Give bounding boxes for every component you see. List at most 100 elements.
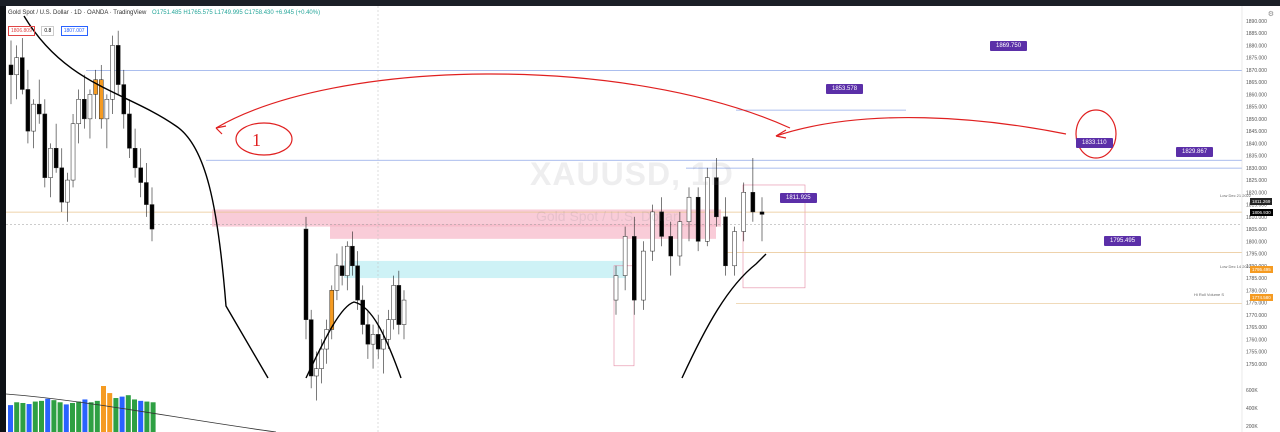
- volume-note: Hi Roll Volume S: [1194, 292, 1225, 297]
- price-tick-label: 1765.000: [1246, 325, 1267, 331]
- price-tick-label: 1805.000: [1246, 227, 1267, 233]
- candle: [36, 103, 42, 115]
- candle: [115, 45, 121, 85]
- volume-bar: [150, 402, 156, 432]
- volume-bar: [20, 402, 26, 432]
- price-tick-label: 1770.000: [1246, 313, 1267, 319]
- settings-icon[interactable]: ⚙: [1267, 11, 1274, 18]
- volume-bar: [107, 393, 113, 432]
- volume-bar: [57, 402, 63, 432]
- annotation-arrowhead: [775, 129, 787, 139]
- candle: [87, 94, 93, 120]
- buy-price-box[interactable]: 1807.007: [60, 26, 88, 36]
- price-tick-label: 1780.000: [1246, 288, 1267, 294]
- volume-tick-label: 400K: [1246, 406, 1258, 412]
- annotation-circle-1: [235, 122, 293, 156]
- candle: [381, 339, 386, 350]
- moving-average-line: [23, 15, 269, 379]
- candle: [339, 265, 345, 276]
- moving-average-line: [305, 301, 402, 379]
- candle: [93, 79, 98, 95]
- price-tick-label: 1755.000: [1246, 350, 1267, 356]
- buy-sell-boxes[interactable]: 1806.809 0.8 1807.007: [8, 19, 90, 37]
- candle: [98, 79, 104, 120]
- price-tick-label: 1795.000: [1246, 252, 1267, 258]
- candle: [48, 147, 53, 178]
- annotation-arrowhead: [215, 125, 227, 135]
- price-chart[interactable]: 1 1750.000 1755.000 1760.000 1765.000 1770.0…: [6, 6, 1280, 432]
- candle: [42, 113, 48, 178]
- volume-tick-label: 200K: [1246, 424, 1258, 430]
- volume-bar: [88, 402, 94, 432]
- axis-tag-crosshair: 1806.930: [1250, 209, 1273, 216]
- candle: [723, 216, 728, 267]
- candle: [686, 196, 692, 222]
- candle: [25, 89, 31, 132]
- candle: [401, 299, 407, 325]
- candle: [314, 368, 319, 377]
- price-tick-label: 1850.000: [1246, 117, 1267, 123]
- candle: [732, 231, 737, 267]
- candle: [759, 211, 765, 215]
- candle: [70, 123, 76, 181]
- candle: [149, 204, 155, 230]
- candle: [750, 192, 756, 213]
- volume-bar: [26, 404, 32, 432]
- zone-demand: [344, 260, 626, 279]
- price-tick-label: 1830.000: [1246, 166, 1267, 172]
- candle: [138, 167, 143, 183]
- candle: [386, 319, 391, 340]
- zone-supply: [330, 224, 716, 239]
- candle: [132, 147, 138, 169]
- low-dec21-note: Low Dec 21 2022: [1220, 193, 1252, 198]
- candle: [396, 285, 402, 325]
- candle: [641, 250, 646, 301]
- axis-tag-1795: 1795.495: [1250, 266, 1273, 273]
- candle: [82, 99, 87, 120]
- candle: [613, 275, 619, 301]
- annotation-arc: [215, 73, 791, 129]
- price-tick-label: 1890.000: [1246, 19, 1267, 25]
- volume-bar: [132, 399, 137, 432]
- low-dec14-note: Low Dec 14 2022: [1220, 264, 1252, 269]
- price-tick-label: 1845.000: [1246, 129, 1267, 135]
- price-tick-label: 1820.000: [1246, 190, 1267, 196]
- level-label-1869: 1869.750: [990, 41, 1028, 51]
- price-tick-label: 1815.000: [1246, 203, 1267, 209]
- price-tick-label: 1800.000: [1246, 239, 1267, 245]
- volume-bar: [144, 401, 150, 432]
- watermark-description: Gold Spot / U.S. Dollar: [536, 208, 678, 224]
- volume-bar: [101, 386, 106, 432]
- zone-supply: [212, 209, 721, 227]
- candle: [705, 177, 710, 242]
- volume-bar: [63, 404, 69, 432]
- volume-bar: [94, 400, 100, 432]
- candle: [110, 45, 115, 100]
- level-label-1829: 1829.867: [1176, 147, 1214, 157]
- price-tick-label: 1875.000: [1246, 56, 1267, 62]
- chart-frame[interactable]: 1 1750.000 1755.000 1760.000 1765.000 1770.0…: [6, 6, 1280, 432]
- price-tick-label: 1775.000: [1246, 301, 1267, 307]
- spread-box: 0.8: [41, 26, 55, 36]
- candle: [677, 221, 683, 257]
- symbol-name[interactable]: Gold Spot / U.S. Dollar · 1D · OANDA · T…: [8, 10, 147, 16]
- level-label-1833: 1833.110: [1076, 138, 1113, 148]
- candle: [65, 179, 70, 203]
- candle: [375, 334, 381, 350]
- candle: [14, 57, 19, 76]
- candle: [144, 182, 149, 205]
- volume-bar: [51, 400, 57, 432]
- sell-price-box[interactable]: 1806.809: [8, 26, 35, 36]
- symbol-header[interactable]: Gold Spot / U.S. Dollar · 1D · OANDA · T…: [8, 10, 324, 16]
- moving-average-line: [681, 253, 767, 379]
- candle: [714, 177, 719, 218]
- volume-bar: [39, 400, 44, 432]
- candle: [741, 192, 746, 232]
- candle: [355, 265, 360, 301]
- candle: [59, 167, 65, 203]
- candle: [370, 334, 376, 345]
- candle: [622, 236, 628, 276]
- price-tick-label: 1855.000: [1246, 105, 1267, 111]
- volume-bar: [14, 402, 20, 432]
